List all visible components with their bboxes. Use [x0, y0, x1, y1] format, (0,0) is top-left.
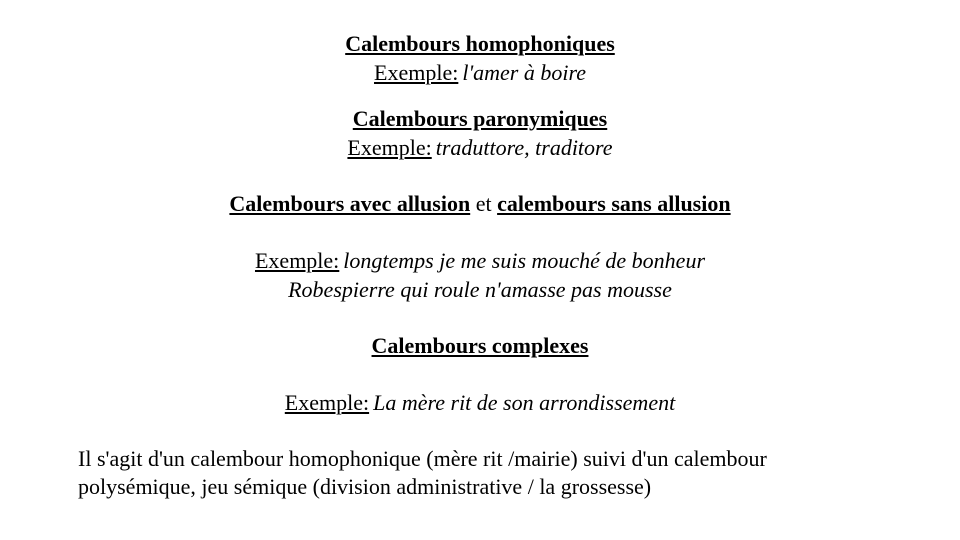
heading-allusion-b: calembours sans allusion [497, 191, 731, 216]
heading-complexes: Calembours complexes [372, 333, 589, 358]
example-text-3a: longtemps je me suis mouché de bonheur [343, 248, 705, 273]
heading-homophoniques: Calembours homophoniques [345, 31, 615, 56]
slide: Calembours homophoniques Exemple: l'amer… [0, 0, 960, 540]
heading-allusion-a: Calembours avec allusion [229, 191, 470, 216]
section-allusion: Calembours avec allusion et calembours s… [0, 190, 960, 219]
heading-paronymiques: Calembours paronymiques [353, 106, 607, 131]
section-homophoniques: Calembours homophoniques Exemple: l'amer… [0, 30, 960, 87]
section-allusion-examples: Exemple: longtemps je me suis mouché de … [0, 247, 960, 304]
section-complexes-example: Exemple: La mère rit de son arrondisseme… [0, 389, 960, 418]
example-text-1: l'amer à boire [462, 60, 586, 85]
example-text-3b: Robespierre qui roule n'amasse pas mouss… [288, 277, 672, 302]
example-label-3: Exemple: [255, 248, 339, 273]
section-complexes: Calembours complexes [0, 332, 960, 361]
explanation-text: Il s'agit d'un calembour homophonique (m… [0, 445, 960, 500]
example-label-4: Exemple: [285, 390, 369, 415]
example-text-4: La mère rit de son arrondissement [373, 390, 675, 415]
example-label-1: Exemple: [374, 60, 458, 85]
conj-et: et [470, 191, 497, 216]
example-text-2: traduttore, traditore [436, 135, 613, 160]
section-paronymiques: Calembours paronymiques Exemple: tradutt… [0, 105, 960, 162]
example-label-2: Exemple: [347, 135, 431, 160]
